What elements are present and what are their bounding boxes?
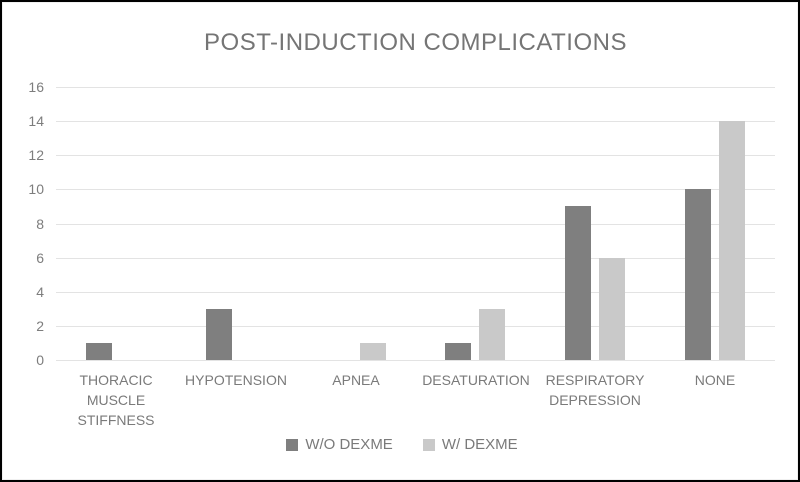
gridline-y6: [56, 258, 775, 259]
y-axis-tick-label-6: 6: [36, 250, 44, 266]
bar-w-dexme-4: [599, 258, 625, 360]
y-axis-tick-label-4: 4: [36, 284, 44, 300]
x-axis-category-label-4: RESPIRATORY DEPRESSION: [545, 372, 645, 408]
bar-w-o-dexme-1: [206, 309, 232, 360]
legend: W/O DEXME W/ DEXME: [2, 436, 800, 454]
legend-label: W/ DEXME: [441, 436, 518, 453]
bar-w-dexme-3: [479, 309, 505, 360]
legend-item-w-dexme: W/ DEXME: [422, 436, 518, 454]
y-axis-tick-label-10: 10: [28, 181, 44, 197]
legend-item-w-o-dexme: W/O DEXME: [286, 436, 393, 454]
legend-label: W/O DEXME: [305, 436, 393, 453]
gridline-y2: [56, 326, 775, 327]
bar-w-o-dexme-5: [685, 189, 711, 360]
y-axis-tick-label-14: 14: [28, 113, 44, 129]
x-axis-category-label-1: HYPOTENSION: [185, 372, 287, 388]
bar-w-o-dexme-3: [445, 343, 471, 360]
bar-w-dexme-2: [360, 343, 386, 360]
y-axis-tick-label-8: 8: [36, 216, 44, 232]
x-axis-category-label-5: NONE: [694, 372, 736, 388]
chart-title: POST-INDUCTION COMPLICATIONS: [204, 29, 627, 56]
gridline-y14: [56, 121, 775, 122]
bar-w-dexme-5: [719, 121, 745, 360]
gridline-y10: [56, 189, 775, 190]
bar-w-o-dexme-4: [565, 206, 591, 360]
x-axis-category-label-0: THORACIC MUSCLE STIFFNESS: [77, 372, 155, 428]
y-axis-tick-label-0: 0: [36, 352, 44, 368]
gridline-y0: [56, 360, 775, 361]
legend-swatch-icon: [286, 439, 299, 451]
gridline-y4: [56, 292, 775, 293]
gridline-y16: [56, 87, 775, 88]
y-axis-tick-label-12: 12: [28, 147, 44, 163]
y-axis-tick-label-2: 2: [36, 318, 44, 334]
y-axis-tick-label-16: 16: [28, 79, 44, 95]
legend-swatch-icon: [422, 439, 435, 451]
x-axis-category-label-3: DESATURATION: [422, 372, 530, 388]
gridline-y8: [56, 224, 775, 225]
gridline-y12: [56, 155, 775, 156]
bar-w-o-dexme-0: [86, 343, 112, 360]
x-axis-category-label-2: APNEA: [332, 372, 380, 388]
